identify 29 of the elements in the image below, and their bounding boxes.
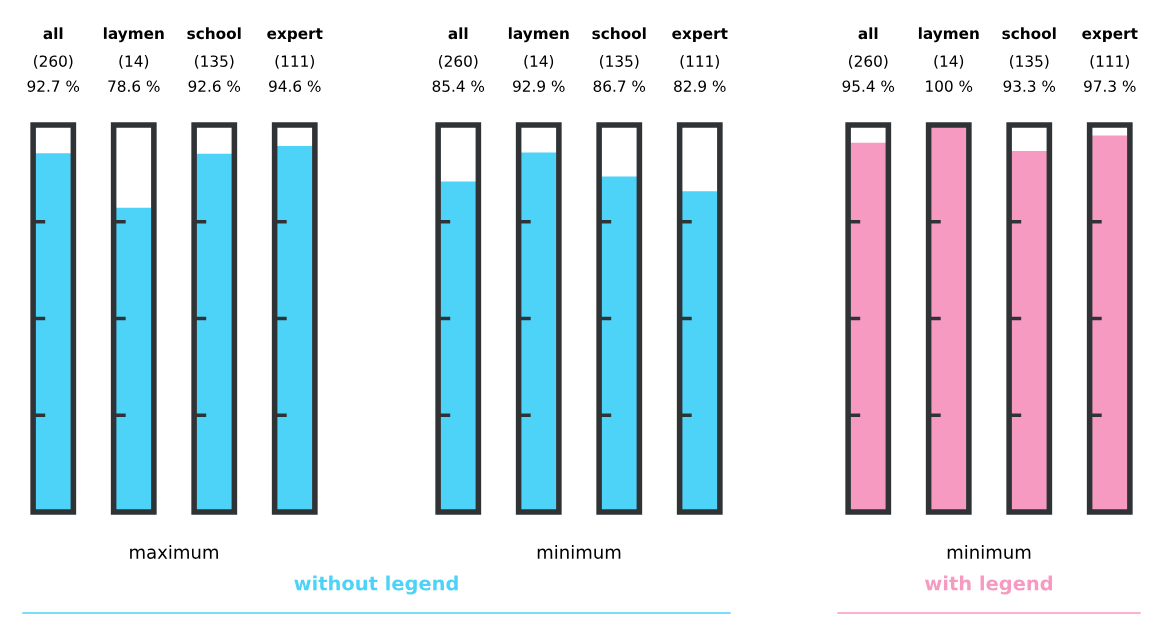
x-tick-label: laymen (14) — [508, 27, 569, 69]
x-tick-label: school (135) — [1002, 27, 1056, 69]
data-label: 100 % — [926, 80, 973, 92]
data-label: 92.7 % — [27, 80, 80, 92]
data-label: 78.6 % — [108, 80, 160, 92]
x-axis-title: minimum — [537, 544, 621, 559]
x-tick-label: all (260) — [439, 27, 478, 69]
data-label: 82.9 % — [674, 80, 726, 92]
data-label: 95.4 % — [842, 80, 895, 92]
x-tick-label: expert (111) — [267, 28, 323, 69]
data-label: 92.6 % — [188, 80, 241, 92]
x-tick-label: school (135) — [592, 27, 646, 69]
x-tick-label: expert (111) — [672, 28, 728, 69]
data-label: 92.9 % — [513, 80, 565, 92]
data-label: 94.6 % — [269, 80, 321, 92]
x-tick-label: all (260) — [34, 27, 73, 69]
x-tick-label: laymen (14) — [918, 27, 979, 69]
data-label: 86.7 % — [593, 80, 646, 92]
data-label: 97.3 % — [1084, 80, 1136, 92]
text: without legend — [294, 575, 458, 595]
x-tick-label: expert (111) — [1082, 28, 1138, 69]
x-axis-title: maximum — [130, 544, 218, 559]
x-tick-label: laymen (14) — [103, 27, 164, 69]
x-tick-label: all (260) — [849, 27, 888, 69]
x-tick-label: school (135) — [187, 27, 241, 69]
data-label: 93.3 % — [1003, 80, 1056, 92]
text: with legend — [925, 575, 1052, 595]
data-label: 85.4 % — [432, 80, 485, 92]
x-axis-title: minimum — [947, 544, 1031, 559]
